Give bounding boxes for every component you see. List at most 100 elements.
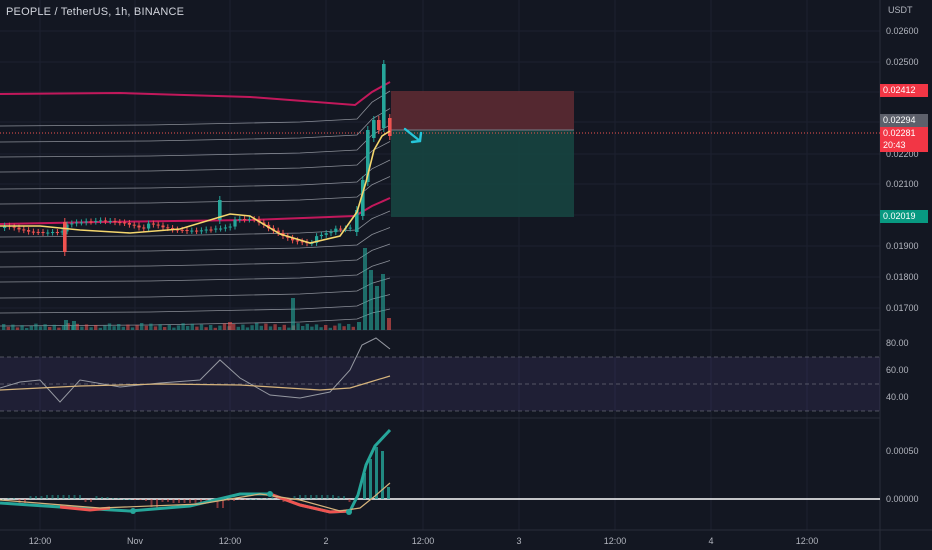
candle [252, 219, 256, 221]
volume-bar [130, 327, 135, 330]
volume-bar [287, 327, 291, 330]
rsi-background [0, 356, 880, 412]
price-tick: 0.02100 [886, 179, 919, 189]
macd-histogram-bar [128, 499, 131, 500]
macd-histogram-bar [343, 496, 345, 499]
macd-histogram-bar [73, 495, 76, 499]
candle [388, 118, 392, 136]
candle [238, 218, 242, 220]
chart-title: PEOPLE / TetherUS, 1h, BINANCE [6, 6, 185, 18]
candle [99, 220, 103, 222]
macd-histogram-bar [293, 496, 296, 499]
price-axis[interactable]: 0.026000.025000.024000.023000.022000.021… [886, 26, 919, 504]
candle [382, 64, 386, 128]
volume-bar [264, 323, 268, 330]
volume-bar [209, 325, 213, 330]
volume-bar [11, 324, 15, 330]
volume-bar [363, 248, 367, 330]
volume-bar [190, 323, 194, 330]
candle [63, 222, 67, 252]
macd-histogram-bar [233, 499, 235, 501]
volume-bar [2, 324, 6, 330]
last-price-label: 0.02281 [880, 127, 928, 140]
candle [3, 225, 7, 228]
candles [3, 60, 392, 256]
candle [12, 226, 16, 228]
macd-histogram-bar [79, 495, 81, 499]
volume-bar [94, 325, 98, 330]
candle [204, 229, 208, 231]
long-position-zones[interactable] [0, 91, 880, 217]
candle [195, 230, 199, 232]
volume-bar [186, 326, 190, 330]
candle [175, 229, 179, 231]
band-line [0, 124, 391, 158]
arrow-down-right-icon [403, 127, 423, 144]
middle-band [0, 197, 391, 225]
macd-histogram-bar [363, 473, 366, 499]
band-line [0, 159, 391, 190]
candle [46, 232, 50, 234]
price-tick: 0.01900 [886, 241, 919, 251]
volume-bar [112, 326, 116, 330]
macd-histogram-bar [95, 496, 98, 499]
volume-bar [98, 327, 102, 330]
candle [113, 221, 117, 223]
volume-bar [342, 326, 346, 330]
candle [219, 228, 223, 230]
candle [118, 222, 122, 224]
candle [214, 228, 218, 230]
cross-marker [346, 509, 352, 515]
macd-histogram-bar [194, 499, 197, 503]
price-tick: 0.02600 [886, 26, 919, 36]
macd-histogram-bar [29, 496, 32, 499]
macd-histogram-bar [46, 495, 48, 499]
band-line [0, 260, 391, 283]
volume-bar [117, 324, 121, 330]
volume-bar [149, 323, 153, 330]
macd-histogram-bar [381, 451, 384, 499]
price-tick: 0.02200 [886, 149, 919, 159]
macd-histogram-bar [271, 497, 274, 499]
macd-histogram-bar [178, 499, 180, 503]
volume-bar [222, 323, 227, 330]
candle [334, 228, 338, 233]
macd-histogram-bar [101, 497, 103, 499]
macd-histogram-bar [337, 496, 340, 499]
macd-histogram-bar [326, 495, 329, 499]
volume-bar [245, 327, 250, 330]
volume-bar [218, 325, 222, 330]
price-tick: 0.01700 [886, 303, 919, 313]
target-price-label: 0.02412 [880, 84, 928, 97]
volume-bar [351, 326, 355, 330]
volume-bar [135, 325, 139, 330]
upper-band [0, 81, 391, 107]
volume-bar [103, 325, 107, 330]
ema-line [0, 130, 391, 244]
cross-marker [130, 508, 136, 514]
candle [243, 218, 247, 220]
rsi-tick: 80.00 [886, 338, 909, 348]
candle [75, 222, 79, 224]
volume-bar [57, 327, 61, 330]
volume-bar [144, 325, 148, 330]
volume-bar [89, 327, 93, 330]
time-axis[interactable]: 12:00 Nov 12:00 2 12:00 3 12:00 4 12:00 [29, 536, 819, 546]
candle [190, 230, 194, 232]
candle [31, 231, 35, 233]
candle [295, 240, 299, 242]
candle [132, 224, 136, 226]
volume-bar [29, 325, 33, 330]
macd-histogram-bar [161, 499, 164, 502]
volume-bar [43, 324, 47, 330]
target-zone [391, 91, 574, 130]
rsi-band [0, 357, 880, 411]
volume-bar [255, 323, 259, 330]
candle [355, 210, 359, 232]
volume-bar [387, 318, 391, 330]
macd-histogram-bar [238, 499, 241, 500]
candle [228, 226, 232, 228]
macd-histogram-bar [227, 499, 230, 501]
